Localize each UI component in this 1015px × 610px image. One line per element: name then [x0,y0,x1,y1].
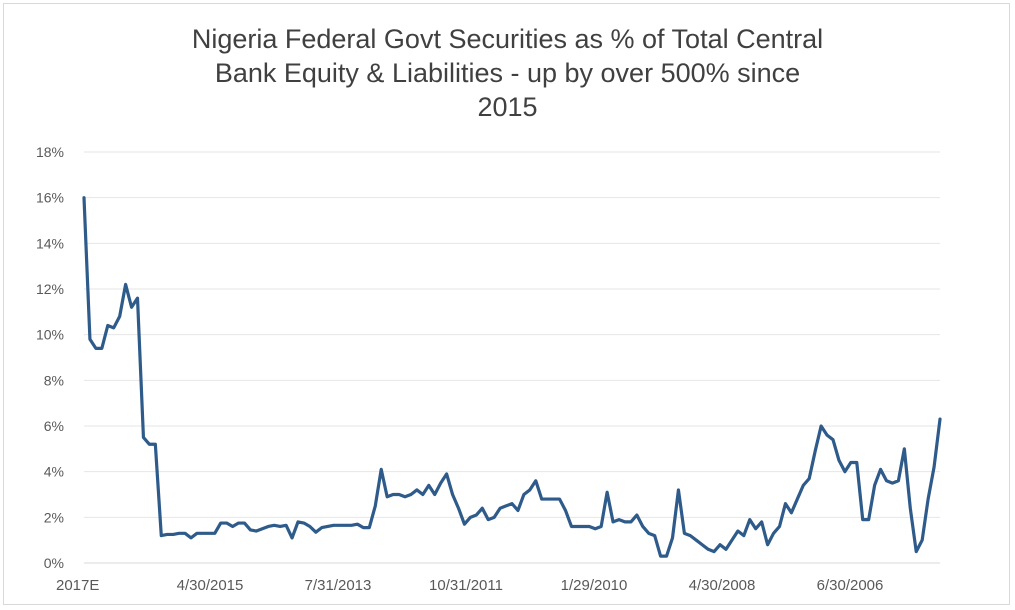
chart-title: Nigeria Federal Govt Securities as % of … [0,22,1015,124]
x-tick-label: 4/30/2008 [689,577,756,594]
x-tick-label: 2017E [56,577,99,594]
x-tick-label: 4/30/2015 [177,577,244,594]
y-tick-label: 6% [44,418,64,434]
y-tick-label: 0% [44,555,64,571]
chart-title-line-1: Nigeria Federal Govt Securities as % of … [191,24,824,54]
series-line [82,196,942,558]
series-layer [82,196,942,558]
x-tick-label: 10/31/2011 [429,577,503,594]
x-tick-label: 6/30/2006 [817,577,884,594]
x-tick-label: 1/29/2010 [561,577,628,594]
axis-layer: 0% 2% 4% 6% 8% 10% 12% 14% 16% 18% 2017E 4/30/2015 7… [36,144,940,594]
y-tick-label: 2% [44,509,64,525]
y-tick-label: 16% [36,190,64,206]
y-tick-label: 4% [44,464,64,480]
chart-title-line-3: 2015 [477,92,538,122]
y-tick-label: 14% [36,235,64,251]
grid-layer [84,151,940,518]
y-tick-label: 18% [36,144,64,160]
y-tick-label: 12% [36,281,64,297]
x-tick-label: 7/31/2013 [305,577,372,594]
y-tick-label: 10% [36,327,64,343]
y-tick-label: 8% [44,372,64,388]
chart-title-line-2: Bank Equity & Liabilities - up by over 5… [214,58,801,88]
